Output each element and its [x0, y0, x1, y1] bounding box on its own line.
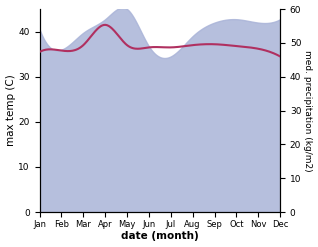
X-axis label: date (month): date (month): [121, 231, 199, 242]
Y-axis label: med. precipitation (kg/m2): med. precipitation (kg/m2): [303, 50, 313, 171]
Y-axis label: max temp (C): max temp (C): [5, 75, 16, 146]
